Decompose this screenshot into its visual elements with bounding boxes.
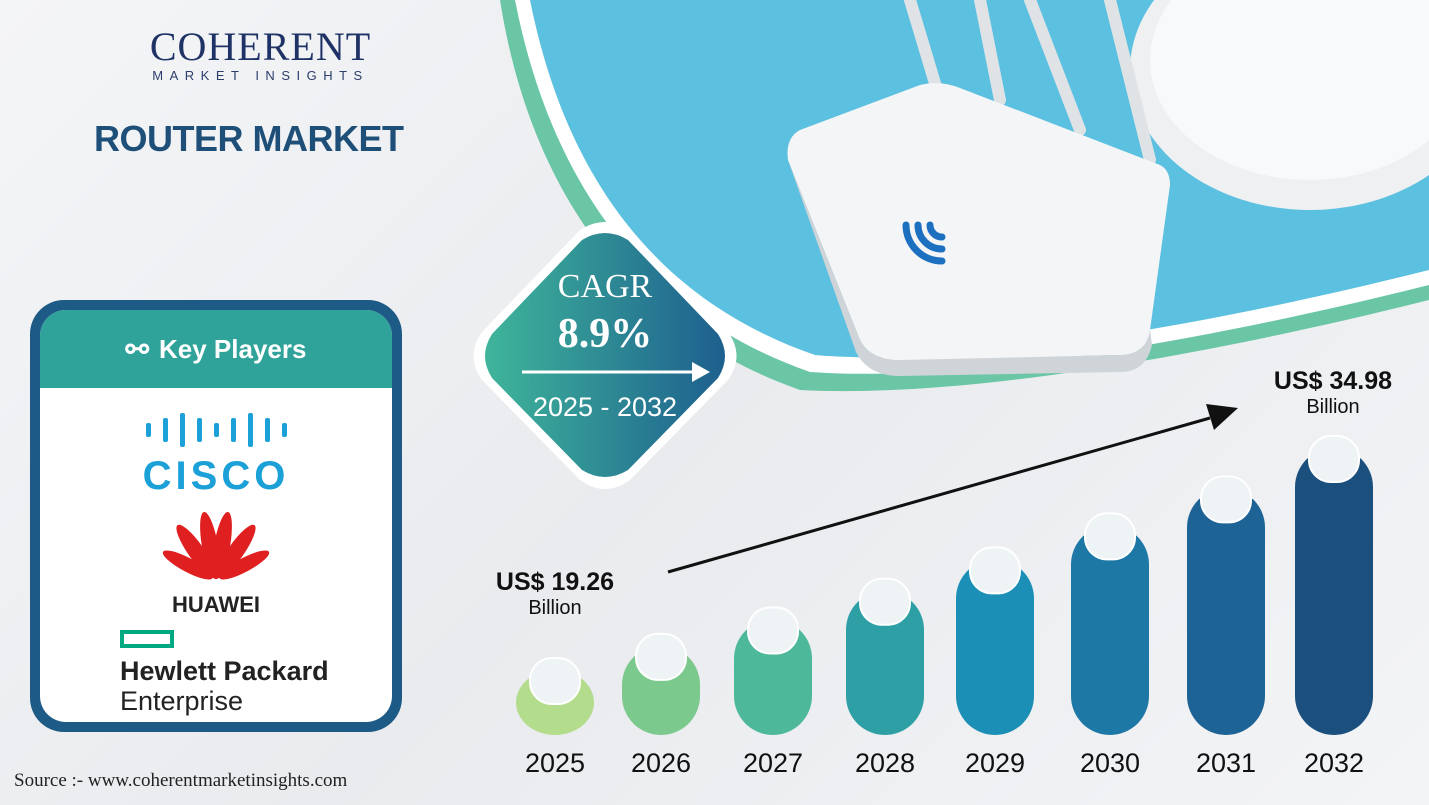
x-tick-2027: 2027	[742, 748, 804, 778]
end-unit: Billion	[1306, 396, 1360, 418]
x-tick-2026: 2026	[630, 748, 692, 778]
x-tick-2028: 2028	[854, 748, 916, 778]
cagr-badge: CAGR 8.9% 2025 - 2032	[470, 222, 740, 490]
bar-cap	[859, 577, 911, 626]
cisco-logo: CISCO	[40, 410, 392, 499]
x-tick-2030: 2030	[1079, 748, 1141, 778]
page-title: ROUTER MARKET	[94, 118, 404, 159]
player-cisco: CISCO	[142, 454, 290, 498]
x-tick-2032: 2032	[1303, 748, 1365, 778]
bar-2031	[1187, 475, 1265, 735]
bar-2032	[1295, 435, 1373, 735]
bar-cap	[969, 546, 1021, 595]
bar-cap	[529, 657, 581, 705]
x-tick-2025: 2025	[524, 748, 586, 778]
router-photo	[470, 0, 1429, 400]
hpe-logo: Hewlett Packard Enterprise	[120, 630, 329, 716]
huawei-petals-icon	[162, 512, 270, 580]
bar-cap	[1084, 512, 1136, 561]
brand-name: COHERENT	[149, 24, 372, 69]
bar-2028	[846, 577, 924, 735]
bar-2029	[956, 546, 1034, 735]
bar-body	[956, 559, 1034, 735]
start-value-label: US$ 19.26 Billion	[495, 568, 615, 620]
source-text: Source :- www.coherentmarketinsights.com	[14, 770, 348, 791]
bar-body	[1187, 488, 1265, 735]
bar-cap	[747, 606, 799, 655]
bar-cap	[1308, 435, 1360, 483]
bar-2025	[516, 657, 594, 735]
player-hpe-line2: Enterprise	[120, 686, 244, 716]
bar-2030	[1071, 512, 1149, 735]
bar-cap	[1200, 475, 1252, 524]
key-players-header: ⚯ Key Players	[40, 310, 392, 388]
player-hpe-line1: Hewlett Packard	[120, 656, 329, 686]
bar-2027	[734, 606, 812, 735]
cagr-value: 8.9%	[557, 311, 653, 357]
hpe-rectangle-icon	[120, 630, 174, 648]
player-huawei: HUAWEI	[172, 592, 260, 617]
bar-cap	[635, 632, 687, 681]
huawei-logo: HUAWEI	[40, 505, 392, 618]
bar-body	[846, 590, 924, 735]
x-tick-2031: 2031	[1195, 748, 1257, 778]
bar-body	[1295, 448, 1373, 735]
brand-logo: COHERENT MARKET INSIGHTS	[138, 24, 383, 84]
brand-tagline: MARKET INSIGHTS	[152, 68, 369, 83]
cagr-period: 2025 - 2032	[532, 392, 678, 422]
start-value: US$ 19.26	[495, 568, 615, 596]
end-value-label: US$ 34.98 Billion	[1270, 367, 1396, 419]
cagr-label: CAGR	[557, 268, 653, 305]
start-unit: Billion	[528, 597, 582, 619]
key-players-card: ⚯ Key Players CISCO HUAWEI Hewlett Packa…	[30, 300, 402, 732]
trend-arrow-line	[667, 416, 1211, 574]
key-players-heading: Key Players	[159, 333, 307, 364]
trend-arrow-head	[1206, 404, 1238, 430]
end-value: US$ 34.98	[1273, 367, 1393, 395]
bar-2026	[622, 632, 700, 735]
x-tick-2029: 2029	[964, 748, 1026, 778]
bar-body	[734, 619, 812, 735]
handshake-icon: ⚯	[125, 333, 149, 365]
bar-body	[1071, 525, 1149, 735]
